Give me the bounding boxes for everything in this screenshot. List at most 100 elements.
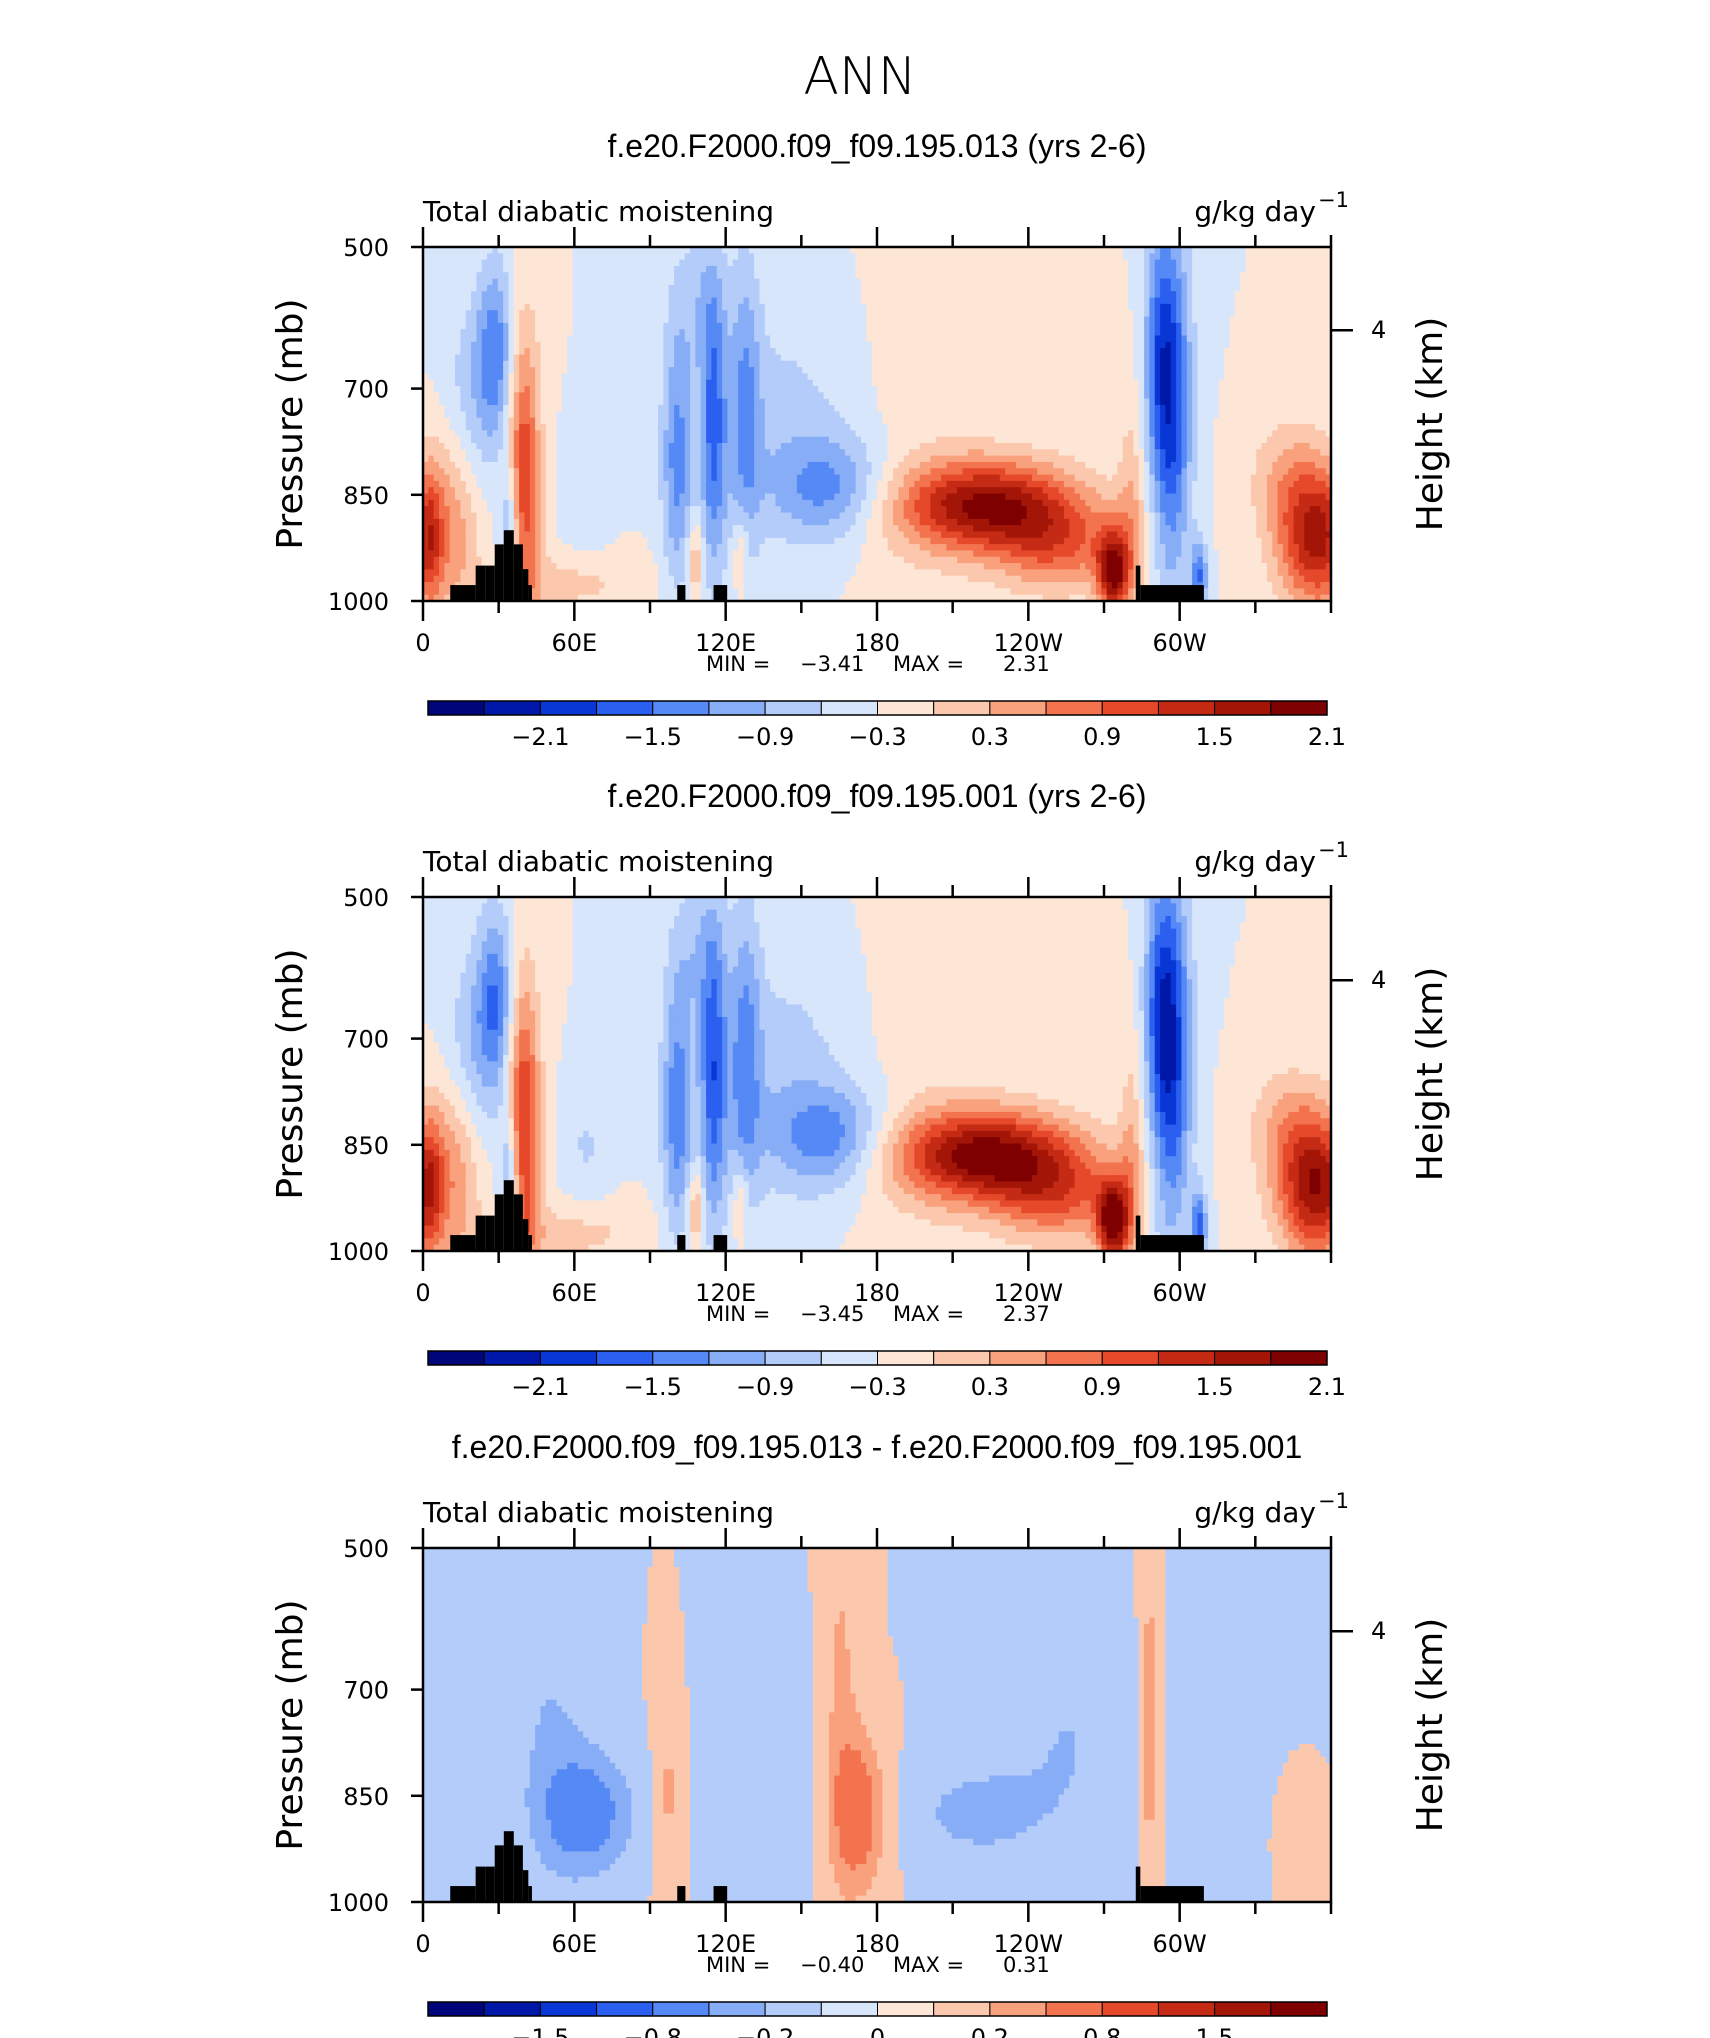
- colorbar-segment: [1046, 1351, 1102, 1365]
- min-label: MIN =: [706, 1302, 770, 1326]
- colorbar-segment: [934, 701, 990, 715]
- y-right-tick-label: 4: [1371, 966, 1386, 994]
- topography-block: [504, 1831, 514, 1902]
- colorbar-segment: [878, 1351, 934, 1365]
- colorbar-label: 0: [870, 2024, 885, 2038]
- topography-block: [476, 566, 486, 601]
- colorbar-segment: [597, 701, 653, 715]
- topography-block: [1140, 1886, 1204, 1902]
- colorbar-segment: [821, 1351, 877, 1365]
- colorbar-label: −0.3: [848, 723, 906, 751]
- topography-block: [450, 1886, 475, 1902]
- topography-block: [1136, 1867, 1141, 1902]
- colorbar-segment: [765, 2002, 821, 2016]
- min-value: −0.40: [800, 1953, 864, 1977]
- panel-title: f.e20.F2000.f09_f09.195.013 - f.e20.F200…: [452, 1429, 1302, 1465]
- colorbar-segment: [1158, 701, 1214, 715]
- units-label: g/kg day: [1194, 1496, 1316, 1529]
- colorbar-segment: [1215, 701, 1271, 715]
- colorbar-segment: [1102, 2002, 1158, 2016]
- topography-block: [1136, 566, 1141, 601]
- colorbar-label: −1.5: [624, 1373, 682, 1401]
- y-tick-label: 700: [343, 1026, 389, 1054]
- colorbar-label: −2.1: [511, 723, 569, 751]
- topography-block: [1140, 1235, 1204, 1251]
- colorbar-segment: [821, 701, 877, 715]
- topography-block: [1140, 585, 1204, 601]
- topography-block: [528, 585, 532, 601]
- x-tick-label: 0: [415, 1279, 430, 1307]
- colorbar-segment: [653, 1351, 709, 1365]
- colorbar-segment: [597, 1351, 653, 1365]
- max-label: MAX =: [893, 1953, 964, 1977]
- left-label: Total diabatic moistening: [422, 1496, 774, 1529]
- min-label: MIN =: [706, 652, 770, 676]
- colorbar-segment: [765, 701, 821, 715]
- units-exponent: −1: [1318, 838, 1349, 862]
- x-tick-label: 0: [415, 629, 430, 657]
- y-right-tick-label: 4: [1371, 316, 1386, 344]
- colorbar-segment: [484, 2002, 540, 2016]
- y-axis-title: Pressure (mb): [270, 1599, 311, 1850]
- x-tick-label: 60W: [1153, 1279, 1207, 1307]
- colorbar-segment: [540, 1351, 596, 1365]
- colorbar-label: −0.2: [736, 2024, 794, 2038]
- colorbar-segment: [990, 701, 1046, 715]
- x-tick-label: 0: [415, 1930, 430, 1958]
- colorbar-label: −0.9: [736, 1373, 794, 1401]
- colorbar-segment: [709, 701, 765, 715]
- topography-block: [514, 1194, 523, 1251]
- units-exponent: −1: [1318, 1489, 1349, 1513]
- x-tick-label: 60W: [1153, 1930, 1207, 1958]
- colorbar-segment: [653, 701, 709, 715]
- colorbar-segment: [484, 1351, 540, 1365]
- x-tick-label: 60E: [551, 1279, 597, 1307]
- y-tick-label: 500: [343, 884, 389, 912]
- colorbar-segment: [1102, 1351, 1158, 1365]
- panel-title: f.e20.F2000.f09_f09.195.001 (yrs 2-6): [607, 778, 1146, 814]
- min-label: MIN =: [706, 1953, 770, 1977]
- topography-block: [476, 1867, 486, 1902]
- colorbar-segment: [990, 1351, 1046, 1365]
- topography-block: [528, 1886, 532, 1902]
- y-tick-label: 700: [343, 376, 389, 404]
- panel-2: f.e20.F2000.f09_f09.195.001 (yrs 2-6)Tot…: [270, 778, 1451, 1401]
- panel-3: f.e20.F2000.f09_f09.195.013 - f.e20.F200…: [270, 1429, 1451, 2038]
- topography-block: [514, 544, 523, 601]
- topography-block: [677, 1886, 685, 1902]
- topography-block: [476, 1216, 486, 1251]
- topography-block: [486, 1867, 495, 1902]
- colorbar-segment: [540, 701, 596, 715]
- y-axis-title: Pressure (mb): [270, 298, 311, 549]
- field-raster: [423, 247, 1332, 602]
- topography-block: [486, 566, 495, 601]
- colorbar-label: 2.1: [1308, 723, 1346, 751]
- max-value: 0.31: [1003, 1953, 1050, 1977]
- colorbar-label: 1.5: [1196, 723, 1234, 751]
- max-label: MAX =: [893, 1302, 964, 1326]
- topography-block: [486, 1216, 495, 1251]
- colorbar-label: 0.3: [971, 1373, 1009, 1401]
- max-value: 2.31: [1003, 652, 1050, 676]
- units-exponent: −1: [1318, 188, 1349, 212]
- colorbar-label: −0.9: [736, 723, 794, 751]
- y-tick-label: 850: [343, 482, 389, 510]
- y-tick-label: 700: [343, 1677, 389, 1705]
- max-label: MAX =: [893, 652, 964, 676]
- colorbar-label: 0.9: [1083, 1373, 1121, 1401]
- y-tick-label: 500: [343, 234, 389, 262]
- y-axis-title-right: Height (km): [1410, 317, 1451, 531]
- colorbar-segment: [934, 1351, 990, 1365]
- y-tick-label: 850: [343, 1783, 389, 1811]
- colorbar-segment: [1271, 701, 1327, 715]
- topography-block: [450, 585, 475, 601]
- colorbar-segment: [765, 1351, 821, 1365]
- topography-block: [504, 530, 514, 601]
- colorbar-segment: [1271, 2002, 1327, 2016]
- colorbar-label: 0.3: [971, 723, 1009, 751]
- colorbar-segment: [878, 2002, 934, 2016]
- units-label: g/kg day: [1194, 845, 1316, 878]
- colorbar-segment: [1215, 2002, 1271, 2016]
- y-axis-title-right: Height (km): [1410, 1618, 1451, 1832]
- field-raster: [423, 897, 1332, 1252]
